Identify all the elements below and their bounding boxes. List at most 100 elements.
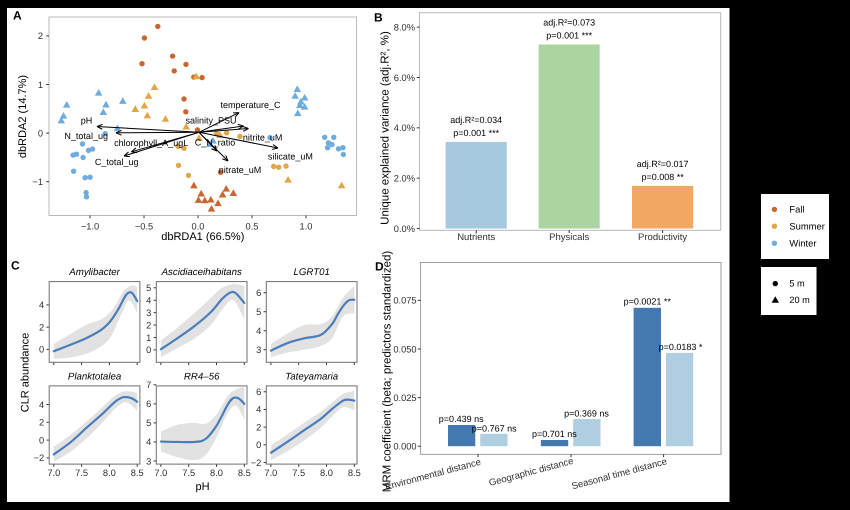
svg-text:adj.R²=0.017: adj.R²=0.017 xyxy=(637,159,689,169)
svg-text:Ascidiaceihabitans: Ascidiaceihabitans xyxy=(161,267,242,278)
svg-text:7.0: 7.0 xyxy=(47,468,60,478)
svg-text:Physicals: Physicals xyxy=(549,232,589,243)
svg-text:0.075: 0.075 xyxy=(393,296,416,306)
svg-text:−2: −2 xyxy=(34,453,45,463)
svg-text:nitrate_uM: nitrate_uM xyxy=(219,165,262,175)
svg-text:0: 0 xyxy=(256,440,261,450)
svg-text:Fall: Fall xyxy=(789,204,804,215)
svg-text:8.5: 8.5 xyxy=(131,468,144,478)
svg-text:4: 4 xyxy=(39,300,44,310)
svg-text:0: 0 xyxy=(39,435,44,445)
svg-text:2: 2 xyxy=(39,323,44,333)
svg-text:7.5: 7.5 xyxy=(292,468,305,478)
svg-text:0.025: 0.025 xyxy=(393,393,416,403)
svg-text:0.0%: 0.0% xyxy=(394,224,415,234)
svg-text:20 m: 20 m xyxy=(789,295,810,305)
svg-text:−1.0: −1.0 xyxy=(81,222,99,232)
svg-text:4: 4 xyxy=(256,405,261,415)
svg-text:C_total_ug: C_total_ug xyxy=(95,157,139,167)
svg-text:dbRDA2 (14.7%): dbRDA2 (14.7%) xyxy=(17,75,29,158)
svg-text:temperature_C: temperature_C xyxy=(220,100,281,110)
svg-text:0.5: 0.5 xyxy=(246,222,259,232)
svg-text:5: 5 xyxy=(146,418,151,428)
svg-text:1: 1 xyxy=(38,80,43,90)
svg-text:0: 0 xyxy=(38,128,43,138)
svg-text:3: 3 xyxy=(146,308,151,318)
svg-text:p=0.439 ns: p=0.439 ns xyxy=(439,414,484,424)
svg-text:p=0.001 ***: p=0.001 *** xyxy=(546,31,592,41)
svg-text:4: 4 xyxy=(146,296,151,306)
svg-text:8.0: 8.0 xyxy=(320,468,333,478)
svg-text:D: D xyxy=(375,260,384,274)
svg-text:salinity_PSU: salinity_PSU xyxy=(185,115,236,125)
svg-text:8.0: 8.0 xyxy=(210,468,223,478)
svg-text:silicate_uM: silicate_uM xyxy=(268,152,313,162)
svg-text:7.0: 7.0 xyxy=(264,468,277,478)
svg-text:N_total_ug: N_total_ug xyxy=(64,131,108,141)
svg-text:5: 5 xyxy=(256,307,261,317)
svg-text:adj.R²=0.034: adj.R²=0.034 xyxy=(450,115,502,125)
svg-text:C: C xyxy=(11,259,20,273)
svg-text:7: 7 xyxy=(146,380,151,390)
svg-text:p=0.701 ns: p=0.701 ns xyxy=(532,429,577,439)
svg-text:4: 4 xyxy=(256,326,261,336)
svg-text:7.5: 7.5 xyxy=(182,468,195,478)
svg-text:−0.5: −0.5 xyxy=(135,222,153,232)
svg-text:4: 4 xyxy=(146,437,151,447)
svg-text:2: 2 xyxy=(256,422,261,432)
svg-text:6: 6 xyxy=(256,288,261,298)
svg-text:8.5: 8.5 xyxy=(238,468,251,478)
svg-text:0.000: 0.000 xyxy=(393,442,416,452)
svg-text:RR4–56: RR4–56 xyxy=(184,371,220,382)
svg-text:pH: pH xyxy=(81,116,93,126)
svg-text:Nutrients: Nutrients xyxy=(457,232,495,243)
svg-text:Planktotalea: Planktotalea xyxy=(68,371,122,382)
svg-text:0: 0 xyxy=(146,345,151,355)
svg-text:Winter: Winter xyxy=(789,238,816,249)
svg-text:0: 0 xyxy=(39,345,44,355)
svg-text:LGRT01: LGRT01 xyxy=(293,267,329,278)
svg-text:MRM coefficient (beta; predict: MRM coefficient (beta; predictors standa… xyxy=(382,251,394,493)
svg-text:B: B xyxy=(374,11,383,25)
svg-text:CLR abundance: CLR abundance xyxy=(20,333,32,413)
svg-text:2: 2 xyxy=(38,31,43,41)
svg-text:6.0%: 6.0% xyxy=(394,73,415,83)
svg-text:Productivity: Productivity xyxy=(638,232,687,243)
svg-text:5: 5 xyxy=(146,283,151,293)
svg-text:pH: pH xyxy=(195,481,209,493)
svg-text:7.0: 7.0 xyxy=(154,468,167,478)
svg-text:2.0%: 2.0% xyxy=(394,174,415,184)
svg-text:4: 4 xyxy=(39,400,44,410)
svg-text:4.0%: 4.0% xyxy=(394,123,415,133)
svg-text:0.050: 0.050 xyxy=(393,344,416,354)
svg-text:p=0.369 ns: p=0.369 ns xyxy=(564,408,609,418)
svg-text:2: 2 xyxy=(146,320,151,330)
svg-text:chlorophyll_A_ugL: chlorophyll_A_ugL xyxy=(114,138,188,148)
svg-text:0.0: 0.0 xyxy=(192,222,205,232)
svg-text:adj.R²=0.073: adj.R²=0.073 xyxy=(543,18,595,28)
svg-text:1.0: 1.0 xyxy=(300,222,313,232)
svg-text:8.0%: 8.0% xyxy=(394,22,415,32)
svg-text:6: 6 xyxy=(256,387,261,397)
svg-text:p=0.0183 *: p=0.0183 * xyxy=(659,342,703,352)
svg-text:2: 2 xyxy=(39,418,44,428)
svg-text:dbRDA1 (66.5%): dbRDA1 (66.5%) xyxy=(161,231,244,243)
svg-text:Tateyamaria: Tateyamaria xyxy=(285,371,339,382)
svg-text:p=0.001 ***: p=0.001 *** xyxy=(453,128,499,138)
svg-text:C_N_ratio: C_N_ratio xyxy=(195,137,236,147)
svg-text:3: 3 xyxy=(146,456,151,466)
svg-text:8.0: 8.0 xyxy=(103,468,116,478)
svg-text:Summer: Summer xyxy=(789,221,824,232)
svg-text:−2: −2 xyxy=(251,458,262,468)
svg-text:3: 3 xyxy=(256,345,261,355)
svg-text:p=0.767 ns: p=0.767 ns xyxy=(472,424,517,434)
svg-text:nitrite_uM: nitrite_uM xyxy=(243,133,283,143)
svg-text:1: 1 xyxy=(146,333,151,343)
svg-text:Unique explained variance (adj: Unique explained variance (adj.R², %) xyxy=(380,31,392,225)
svg-text:Amylibacter: Amylibacter xyxy=(68,267,120,278)
svg-text:−1: −1 xyxy=(32,177,43,187)
svg-text:6: 6 xyxy=(146,399,151,409)
svg-text:A: A xyxy=(13,9,22,23)
svg-text:7.5: 7.5 xyxy=(75,468,88,478)
svg-text:p=0.008 **: p=0.008 ** xyxy=(641,172,684,182)
